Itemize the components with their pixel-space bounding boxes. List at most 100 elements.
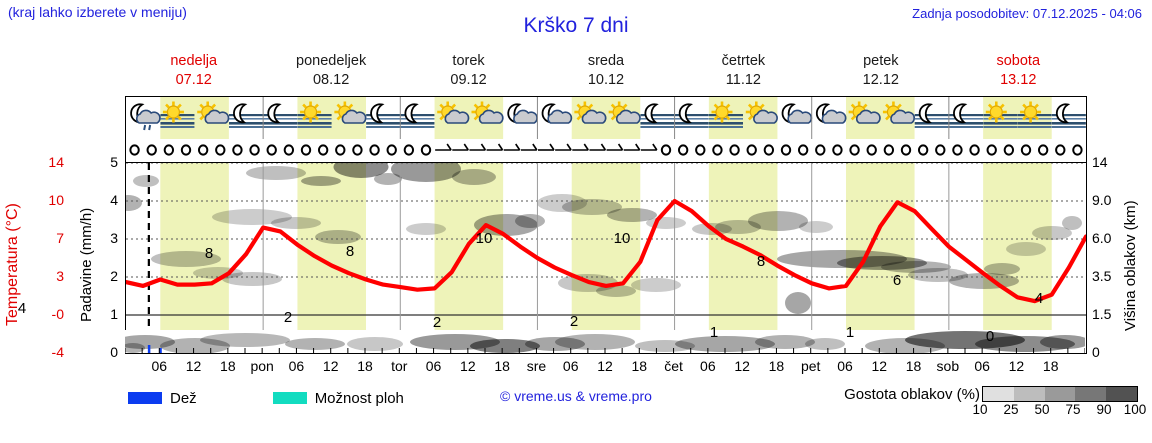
wind-barb bbox=[555, 143, 572, 151]
wind-barb bbox=[435, 143, 452, 151]
calm-wind-marker bbox=[900, 144, 912, 156]
axis-tick-label: 3.5 bbox=[1092, 268, 1112, 284]
low-cloud-blob bbox=[555, 334, 635, 350]
cloud-density-blob bbox=[222, 272, 282, 286]
temperature-point-label: 10 bbox=[475, 230, 493, 247]
day-header-ponedeljek: ponedeljek 08.12 bbox=[262, 52, 399, 92]
wind-barb bbox=[486, 143, 504, 151]
axis-tick-label: 7 bbox=[56, 230, 64, 246]
x-tick-label: 18 bbox=[905, 358, 922, 374]
weather-icon-sun-cloud bbox=[608, 101, 641, 124]
axis-tick-label: 2 bbox=[110, 268, 118, 284]
cloudheight-axis-ticks: 14 9.0 6.0 3.5 1.5 0 bbox=[1092, 154, 1128, 380]
x-tick-label: 12 bbox=[871, 358, 888, 374]
calm-wind-marker bbox=[300, 144, 312, 156]
day-date: 13.12 bbox=[1000, 72, 1037, 88]
axis-tick-label: 14 bbox=[48, 154, 64, 170]
cloud-density-blob bbox=[133, 175, 159, 187]
weather-icon-moon-fog bbox=[914, 103, 949, 128]
calm-wind-marker bbox=[232, 144, 243, 156]
precipitation-axis-title: Padavine (mm/h) bbox=[78, 207, 95, 322]
cloud-density-blob bbox=[537, 194, 587, 212]
axis-tick-label: 1.5 bbox=[1092, 306, 1112, 322]
cloud-density-gradient-bar bbox=[982, 386, 1138, 402]
weather-icon-sun-cloud bbox=[745, 101, 778, 124]
calm-wind-marker bbox=[266, 144, 277, 156]
cloud-density-blob bbox=[1006, 242, 1046, 256]
cloud-density-tick: 90 bbox=[1096, 402, 1112, 417]
cloud-density-blob bbox=[474, 214, 538, 236]
low-cloud-blob bbox=[675, 336, 775, 352]
calm-wind-marker bbox=[866, 144, 877, 156]
calm-wind-marker bbox=[849, 144, 860, 156]
weather-icon-moon-fog bbox=[263, 103, 298, 128]
calm-wind-marker bbox=[420, 144, 432, 156]
calm-wind-marker bbox=[1037, 144, 1049, 156]
temperature-point-label: 1 bbox=[709, 324, 719, 341]
daylight-band bbox=[160, 163, 229, 353]
cloud-density-legend-title: Gostota oblakov (%) bbox=[844, 386, 980, 403]
calm-wind-marker bbox=[660, 144, 672, 156]
wind-barb bbox=[623, 143, 641, 151]
calm-wind-marker bbox=[146, 144, 157, 156]
x-tick-label: 18 bbox=[494, 358, 510, 374]
weather-icon-sun-cloud bbox=[882, 101, 916, 124]
rain-bar bbox=[159, 348, 162, 354]
weather-icon-moon-fog bbox=[674, 103, 709, 128]
weather-icon-moon-fog bbox=[400, 103, 435, 128]
precipitation-axis-ticks: 5 4 3 2 1 0 bbox=[104, 154, 120, 380]
weather-icon-sun-cloud bbox=[574, 101, 607, 124]
calm-wind-marker bbox=[712, 144, 723, 156]
day-name: torek bbox=[452, 53, 485, 69]
calm-wind-marker bbox=[215, 144, 226, 156]
rain-legend-label: Dež bbox=[170, 389, 197, 407]
cloud-density-blob bbox=[777, 250, 907, 268]
cloud-density-blob bbox=[452, 169, 496, 185]
x-tick-label: 12 bbox=[734, 358, 750, 374]
weather-icon-sun-cloud bbox=[437, 101, 470, 124]
low-cloud-blob bbox=[160, 338, 230, 354]
cloud-density-blob bbox=[391, 163, 461, 182]
calm-wind-marker bbox=[832, 144, 843, 156]
calm-wind-marker bbox=[163, 144, 175, 156]
weather-icon-sun-cloud bbox=[848, 101, 881, 124]
x-tick-label: 18 bbox=[631, 358, 648, 374]
cloud-density-blob bbox=[271, 217, 321, 229]
low-cloud-blob bbox=[470, 339, 540, 353]
rain-legend-swatch bbox=[128, 392, 162, 404]
wind-barb bbox=[452, 143, 469, 151]
x-axis-tick-labels: 06 12 18 pon 06 12 18 tor 06 12 18 sre 06 12 18 čet 06 12… bbox=[125, 358, 1087, 378]
day-name: sobota bbox=[996, 53, 1041, 69]
page-title: Krško 7 dni bbox=[523, 14, 629, 37]
cloud-density-blob bbox=[596, 285, 636, 297]
temperature-axis-title: Temperatura (°C) bbox=[4, 203, 21, 327]
cloud-density-blob bbox=[908, 268, 968, 282]
wind-barb bbox=[589, 143, 607, 151]
cloud-density-tick: 10 bbox=[972, 402, 988, 417]
precip-strip-svg bbox=[125, 330, 1087, 354]
day-name: ponedeljek bbox=[296, 53, 367, 69]
calm-wind-marker bbox=[386, 144, 397, 156]
day-header-sreda: sreda 10.12 bbox=[537, 52, 674, 92]
chart-legend: Dež Možnost ploh bbox=[128, 386, 728, 410]
x-tick-label: 06 bbox=[700, 358, 716, 374]
weather-icon-sun-fog bbox=[709, 101, 743, 128]
calm-wind-marker bbox=[952, 144, 963, 156]
cloud-density-blob bbox=[126, 195, 142, 211]
calm-wind-marker bbox=[746, 144, 757, 156]
weather-icon-sun-cloud bbox=[197, 101, 230, 124]
day-header-torek: torek 09.12 bbox=[400, 52, 537, 92]
daylight-band bbox=[571, 163, 641, 353]
x-tick-label: čet bbox=[664, 358, 683, 374]
weather-icon-moon-cloud bbox=[815, 103, 847, 124]
weather-icon-moon-cloud bbox=[781, 103, 813, 124]
precipitation-strip bbox=[125, 330, 1087, 354]
copyright-link[interactable]: © vreme.us & vreme.pro bbox=[500, 388, 652, 404]
calm-wind-marker bbox=[369, 144, 380, 156]
weather-icon-moon-fog bbox=[640, 103, 675, 128]
calm-wind-marker bbox=[917, 144, 929, 156]
calm-wind-marker bbox=[815, 144, 826, 156]
x-tick-label: 06 bbox=[974, 358, 990, 374]
day-date: 10.12 bbox=[587, 72, 625, 88]
day-header-row: nedelja 07.12 ponedeljek 08.12 torek 09.12 sre… bbox=[125, 52, 1087, 92]
